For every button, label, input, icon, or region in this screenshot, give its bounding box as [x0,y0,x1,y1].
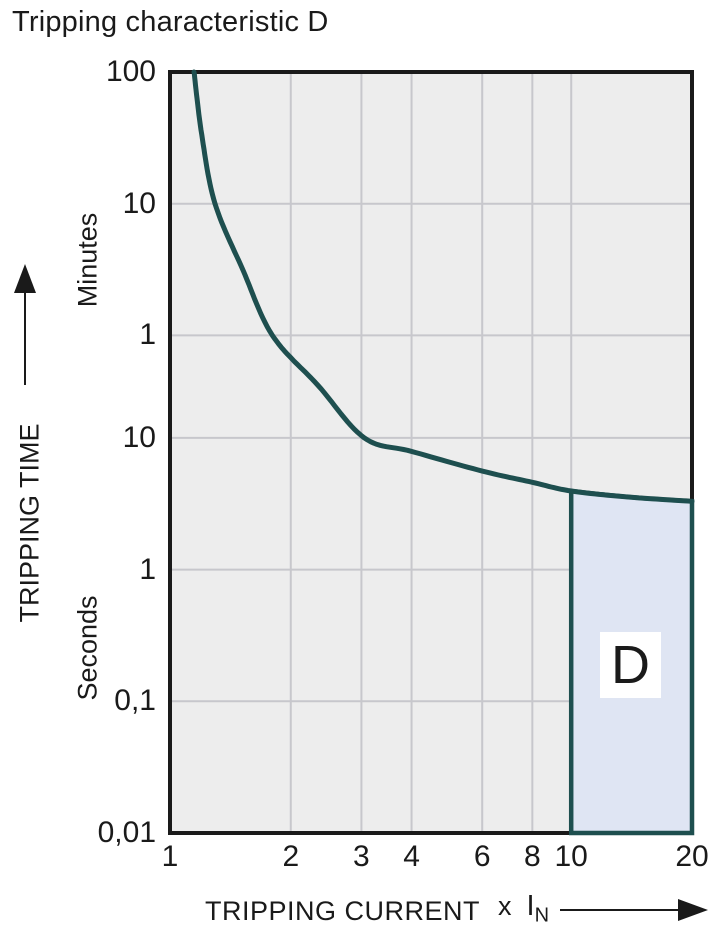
x-tick-label: 10 [554,840,588,873]
x-axis-unit-subscript: N [534,904,550,927]
x-axis-unit-symbol: I [526,890,535,922]
y-tick-label: 10 [122,186,156,220]
x-axis-unit-prefix: x [498,891,512,921]
y-tick-label: 10 [122,420,156,454]
region-label-d: D [600,632,661,698]
y-axis-title: TRIPPING TIME [14,423,45,623]
y-tick-label: 0,1 [114,684,156,718]
y-tick-label: 1 [139,552,156,586]
x-tick-label: 20 [675,840,709,873]
x-tick-label: 3 [353,840,370,873]
x-axis-title: TRIPPING CURRENT [205,896,481,926]
x-tick-label: 6 [473,840,491,873]
x-tick-label: 2 [282,840,300,873]
y-tick-label: 0,01 [97,816,156,849]
y-axis-unit-seconds: Seconds [72,595,103,701]
x-tick-label: 8 [523,840,541,873]
x-axis-unit: x IN [498,890,549,927]
x-tick-label: 1 [161,840,179,873]
y-tick-label: 1 [139,318,156,352]
y-axis-unit-minutes: Minutes [72,212,103,308]
y-tick-label: 100 [105,55,156,88]
y-axis-arrow-icon [14,264,36,385]
x-axis-arrow-icon [560,899,708,921]
plot-border [168,70,694,835]
chart-title: Tripping characteristic D [12,6,329,38]
x-tick-label: 4 [403,840,420,873]
tripping-curve [191,69,695,504]
